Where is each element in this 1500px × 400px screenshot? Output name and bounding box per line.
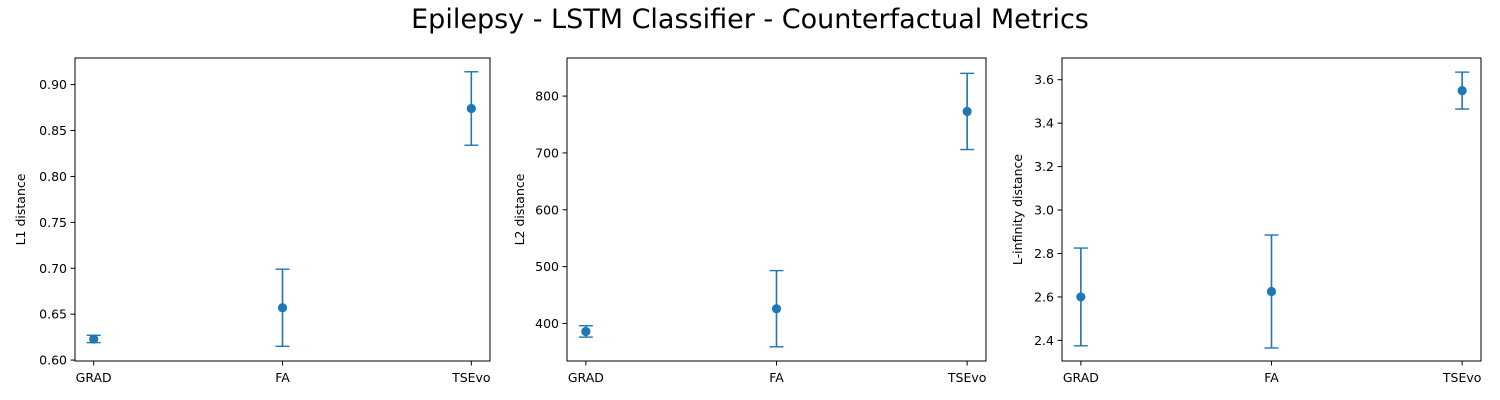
- data-point: [962, 106, 972, 117]
- subplot-1: GRAD FA TSEvo 0.60 0.65 0.70 0.75 0.80 0.85 0.90 L…: [13, 57, 491, 385]
- y-tick-label: 2.6: [1034, 289, 1054, 304]
- axes-frame: [1061, 57, 1482, 362]
- y-tick-label: 3.0: [1034, 203, 1054, 218]
- data-point: [581, 326, 591, 337]
- x-tick-label: GRAD: [1063, 370, 1099, 385]
- y-axis-label: L1 distance: [13, 173, 28, 245]
- y-tick-label: 0.85: [39, 123, 67, 138]
- x-tick-label: GRAD: [76, 370, 112, 385]
- x-tick-label: TSEvo: [947, 370, 987, 385]
- x-tick-label: TSEvo: [1442, 370, 1482, 385]
- x-tick-label: FA: [769, 370, 784, 385]
- axes-frame: [74, 57, 491, 362]
- data-point: [1457, 85, 1467, 96]
- x-tick-label: FA: [1264, 370, 1279, 385]
- y-tick-label: 0.70: [39, 261, 67, 276]
- y-tick-label: 2.8: [1034, 246, 1054, 261]
- data-point: [1076, 292, 1086, 302]
- y-tick-label: 400: [535, 316, 559, 331]
- y-tick-label: 0.90: [39, 77, 67, 92]
- y-tick-label: 2.4: [1034, 333, 1054, 348]
- data-point: [771, 304, 782, 314]
- x-tick-label: GRAD: [568, 370, 604, 385]
- data-point: [277, 303, 288, 313]
- chart-title: Epilepsy - LSTM Classifier - Counterfact…: [411, 4, 1089, 35]
- y-tick-label: 0.80: [39, 169, 67, 184]
- y-tick-label: 3.2: [1034, 159, 1054, 174]
- x-tick-label: FA: [275, 370, 290, 385]
- y-tick-label: 0.60: [39, 353, 67, 368]
- subplot-3: GRAD FA TSEvo 2.4 2.6 2.8 3.0 3.2 3.4 3.6 L-infini…: [1010, 57, 1482, 385]
- y-tick-label: 800: [535, 89, 559, 104]
- y-tick-label: 700: [535, 145, 559, 160]
- y-tick-label: 3.6: [1034, 72, 1054, 87]
- axes-frame: [566, 57, 987, 362]
- y-axis-label: L2 distance: [512, 173, 527, 245]
- subplot-2: GRAD FA TSEvo 400 500 600 700 800 L2 distance: [512, 57, 987, 385]
- x-tick-label: TSEvo: [451, 370, 491, 385]
- y-tick-label: 3.4: [1034, 116, 1054, 131]
- y-tick-label: 600: [535, 202, 559, 217]
- data-point: [466, 103, 476, 114]
- data-point: [1266, 286, 1277, 297]
- y-tick-label: 500: [535, 259, 559, 274]
- y-tick-label: 0.75: [39, 215, 67, 230]
- y-tick-label: 0.65: [39, 307, 67, 322]
- y-axis-label: L-infinity distance: [1010, 154, 1025, 265]
- data-point: [89, 334, 99, 344]
